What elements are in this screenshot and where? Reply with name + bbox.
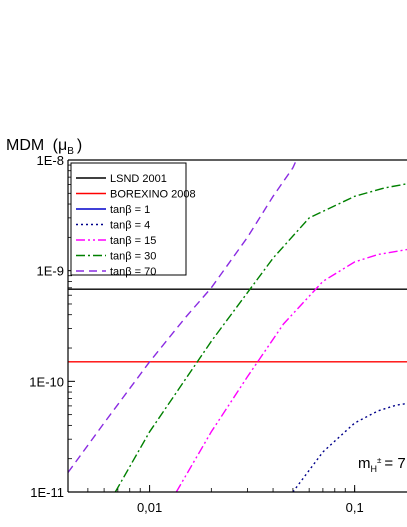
legend-label-2: tanβ = 1 <box>110 204 150 216</box>
y-tick-label-1: 1E-9 <box>37 264 64 279</box>
y-axis-label: MDM <box>6 137 44 154</box>
y-tick-label-0: 1E-8 <box>37 153 64 168</box>
x-tick-label-1: 0,1 <box>346 500 364 515</box>
y-axis-title: MDM (μB) <box>6 137 82 157</box>
legend-label-5: tanβ = 30 <box>110 251 156 263</box>
y-axis-unit-close: ) <box>77 137 82 154</box>
annotation-tail: = 7 <box>384 455 405 472</box>
annotation-mass: mH± = 7 <box>358 455 406 474</box>
legend: LSND 2001 BOREXINO 2008 tanβ = 1 tanβ = 4 ta… <box>70 162 196 278</box>
legend-box <box>70 162 187 276</box>
y-axis-unit-sub: B <box>67 146 74 157</box>
legend-items: LSND 2001 BOREXINO 2008 tanβ = 1 tanβ = 4 ta… <box>76 173 196 278</box>
annotation-main: m <box>358 455 371 472</box>
legend-label-4: tanβ = 15 <box>110 235 156 247</box>
series-line-5 <box>114 183 407 493</box>
y-tick-label-3: 1E-11 <box>30 485 64 500</box>
y-tick-label-2: 1E-10 <box>29 374 64 389</box>
series-line-3 <box>292 402 407 493</box>
tick-labels: 1E-8 1E-9 1E-10 1E-11 0,01 0,1 <box>29 153 363 515</box>
legend-label-0: LSND 2001 <box>110 173 167 185</box>
series-layer <box>67 159 407 493</box>
series-line-6 <box>67 159 298 473</box>
legend-label-1: BOREXINO 2008 <box>110 189 196 201</box>
legend-label-3: tanβ = 4 <box>110 220 150 232</box>
y-axis-unit: (μ <box>53 137 68 154</box>
annotation-sup: ± <box>377 456 382 465</box>
annotation-sub: H <box>371 464 378 474</box>
legend-label-6: tanβ = 70 <box>110 266 156 278</box>
x-tick-label-0: 0,01 <box>137 500 162 515</box>
series-line-4 <box>175 248 407 493</box>
